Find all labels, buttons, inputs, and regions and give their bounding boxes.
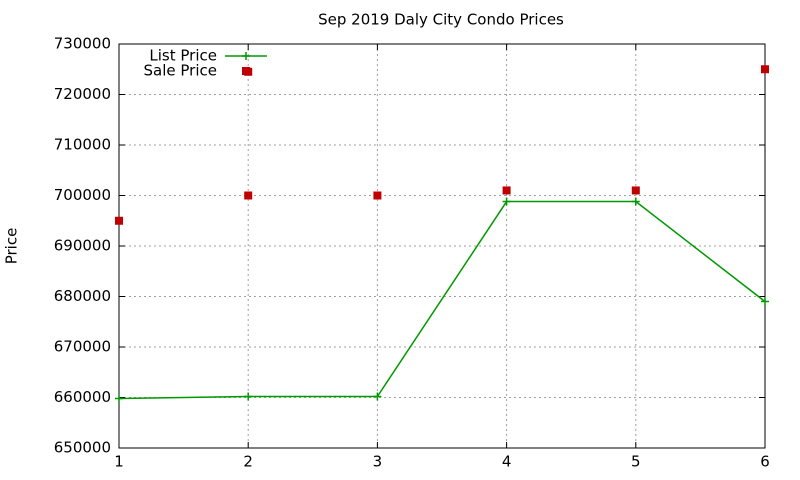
x-tick-label: 1 [114,453,124,471]
data-point [373,191,382,200]
y-tick-label: 710000 [54,136,111,154]
data-point [373,392,382,401]
chart-title: Sep 2019 Daly City Condo Prices [318,11,564,29]
data-point [631,197,640,206]
y-axis-label: Price [3,228,21,265]
series-line [118,200,766,400]
x-tick-label: 5 [631,453,641,471]
data-point [115,216,123,225]
legend-swatch [242,52,250,60]
data-point [761,297,769,306]
data-point [244,392,253,401]
x-tick-label: 4 [502,453,512,471]
y-tick-label: 650000 [54,439,111,457]
plot-border [118,43,766,449]
data-point [115,394,123,403]
y-tick-label: 670000 [54,338,111,356]
y-tick-label: 700000 [54,186,111,204]
legend-label: List Price [149,47,217,65]
legend-swatch [242,67,250,75]
x-tick-label: 3 [373,453,383,471]
data-point [631,186,640,195]
data-point [502,186,511,195]
data-point [761,65,769,74]
y-tick-label: 720000 [54,85,111,103]
data-point [244,191,253,200]
legend-label: Sale Price [144,62,217,80]
y-tick-label: 660000 [54,388,111,406]
y-tick-label: 690000 [54,237,111,255]
y-tick-label: 730000 [54,35,111,53]
x-tick-label: 6 [760,453,770,471]
x-tick-label: 2 [243,453,253,471]
data-point [502,197,511,206]
y-tick-label: 680000 [54,287,111,305]
